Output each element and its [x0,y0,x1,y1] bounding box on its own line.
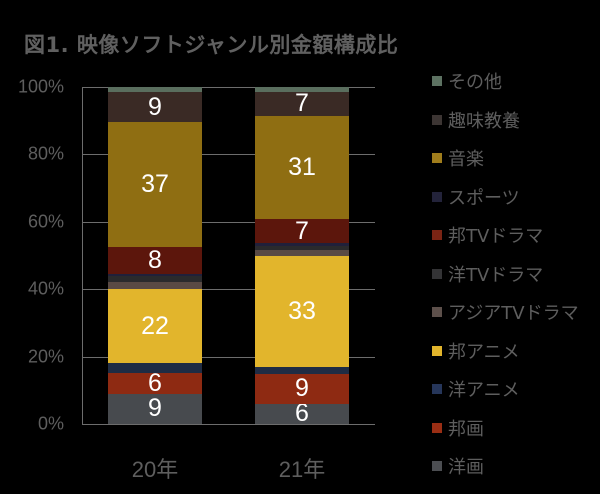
data-label: 7 [295,89,309,118]
bar-segment: 9 [108,393,202,424]
legend-item: 趣味教養 [432,101,579,140]
x-tick-label: 21年 [278,457,326,482]
legend-label: その他 [448,72,502,94]
bar-segment: 7 [255,89,349,118]
plot-area: 9 6 22 8 37 9 6 9 33 7 31 7 [82,87,375,427]
legend-swatch-icon [432,268,442,279]
legend-label: 洋画 [448,457,484,479]
data-label: 6 [295,399,309,428]
legend-item: スポーツ [432,178,579,217]
gridline [82,289,375,291]
bar-segment [108,87,202,93]
legend-swatch-icon [432,153,442,164]
legend-swatch-icon [432,114,442,125]
y-tick-label: 60% [27,211,64,232]
data-label: 8 [148,246,162,275]
legend-swatch-icon [432,345,442,356]
legend-item: アジアTVドラマ [432,293,579,332]
legend-swatch-icon [432,230,442,241]
legend-label: 音楽 [448,149,484,171]
data-label: 9 [295,374,309,403]
data-label: 7 [295,216,309,245]
legend-label: 邦アニメ [448,341,520,363]
legend-item: 洋画 [432,447,579,486]
chart-title: 図1. 映像ソフトジャンル別金額構成比 [24,33,399,57]
legend-swatch-icon [432,422,442,433]
legend-label: 洋アニメ [448,380,520,402]
legend-label: スポーツ [448,187,520,209]
bar-21年: 6 9 33 7 31 7 [255,87,349,427]
legend-item: 洋TVドラマ [432,255,579,294]
data-label: 9 [148,394,162,423]
legend-swatch-icon [432,191,442,202]
y-axis-line [82,87,83,424]
bar-segment: 6 [255,399,349,427]
gridline [82,221,375,223]
legend-label: 洋TVドラマ [448,264,544,286]
legend-label: 邦TVドラマ [448,226,544,248]
y-tick-label: 100% [17,76,64,97]
y-tick-label: 20% [27,346,64,367]
data-label: 33 [288,297,316,326]
legend-label: 邦画 [448,418,484,440]
x-tick-label: 20年 [131,457,179,482]
bar-segment [108,282,202,290]
bar-segment [255,367,349,374]
bar-segment: 7 [255,217,349,245]
bar-segment: 37 [108,122,202,248]
bar-segment: 8 [108,246,202,275]
bar-segment [255,249,349,257]
y-tick-label: 40% [27,278,64,299]
legend-item: その他 [432,62,579,101]
data-label: 37 [141,170,169,199]
gridline [82,356,375,358]
legend-item: 邦アニメ [432,332,579,371]
legend-label: アジアTVドラマ [448,303,579,325]
bar-segment [108,275,202,283]
bar-segment: 9 [255,373,349,404]
data-label: 6 [148,369,162,398]
legend: その他趣味教養音楽スポーツ邦TVドラマ 洋TVドラマアジアTVドラマ 邦アニメ洋アニ… [432,62,579,486]
bar-segment: 31 [255,115,349,220]
bar-20年: 9 6 22 8 37 9 [108,87,202,424]
bar-segment: 6 [108,369,202,397]
bar-segment [108,274,202,276]
legend-item: 音楽 [432,139,579,178]
y-tick-label: 0% [37,413,64,434]
bar-segment [255,87,349,93]
bar-segment [108,363,202,374]
bar-segment: 33 [255,256,349,367]
legend-item: 洋アニメ [432,370,579,409]
gridline [82,154,375,156]
bar-segment: 22 [108,289,202,364]
legend-swatch-icon [432,461,442,472]
bar-segment [255,242,349,247]
bar-segment: 9 [108,92,202,123]
legend-swatch-icon [432,76,442,87]
legend-swatch-icon [432,384,442,395]
legend-item: 邦画 [432,409,579,448]
legend-swatch-icon [432,307,442,318]
data-label: 22 [141,311,169,340]
y-tick-label: 80% [27,143,64,164]
data-label: 31 [288,152,316,181]
bar-segment [255,246,349,250]
legend-item: 邦TVドラマ [432,216,579,255]
legend-label: 趣味教養 [448,110,520,132]
data-label: 9 [148,92,162,121]
gridline [82,424,375,425]
gridline [82,87,375,88]
